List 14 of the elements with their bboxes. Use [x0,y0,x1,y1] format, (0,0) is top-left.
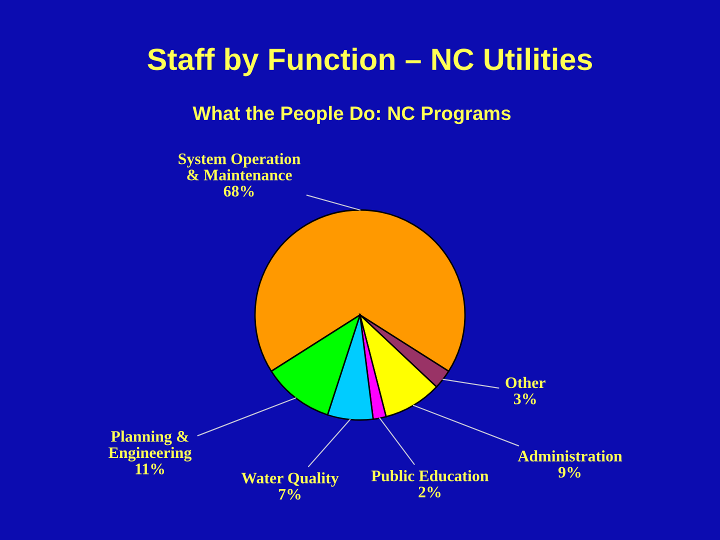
slice-label: Water Quality [241,472,339,487]
data-label: 68% [224,186,254,197]
slice-label: Other [506,376,546,388]
data-label: 3% [514,394,536,404]
slice-label: Administration [518,450,622,462]
chart-subtitle: What the People Do: NC Programs [192,106,511,124]
data-label: 7% [278,488,300,500]
slice-label: System Operation & Maintenance [178,152,300,180]
slice-label: Public Education [371,470,489,482]
chart-title: Staff by Function – NC Utilities [148,48,592,76]
data-label: 9% [558,466,580,478]
data-label: 11% [136,464,164,474]
slice-label: Planning & Engineering [108,430,192,462]
data-label: 2% [418,486,440,498]
